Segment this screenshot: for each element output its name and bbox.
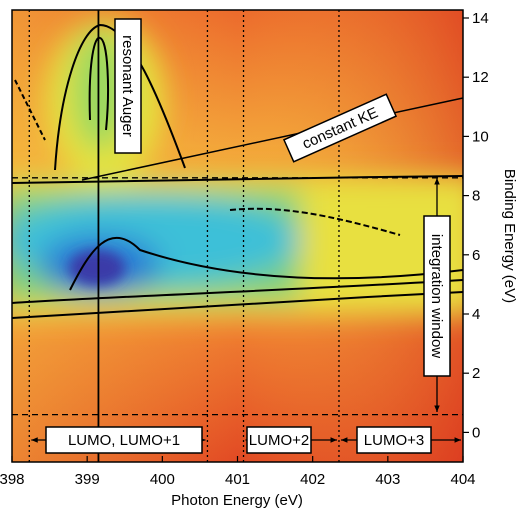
annotation-box <box>423 215 451 377</box>
constant-ke-line <box>81 97 464 181</box>
y-tick-label: 12 <box>472 69 489 86</box>
annotation-text: LUMO, LUMO+1 <box>68 432 180 449</box>
annotation-box <box>282 93 398 163</box>
annotation-text: LUMO+2 <box>249 432 309 449</box>
annotation: LUMO+2 <box>246 426 312 454</box>
annotation: LUMO+3 <box>356 426 432 454</box>
annotation-box <box>45 426 203 454</box>
x-tick-label: 401 <box>225 471 250 488</box>
arrow-head <box>434 405 440 412</box>
y-axis-title: Binding Energy (eV) <box>501 169 518 303</box>
annotation-text: LUMO+3 <box>364 432 424 449</box>
annotation-box <box>356 426 432 454</box>
arrow-head <box>434 178 440 185</box>
y-tick-label: 2 <box>472 365 480 382</box>
y-tick-label: 0 <box>472 424 480 441</box>
annotation-text: integration window <box>428 234 445 358</box>
x-tick-label: 399 <box>75 471 100 488</box>
annotation: LUMO, LUMO+1 <box>45 426 203 454</box>
x-tick-label: 398 <box>0 471 25 488</box>
y-tick-label: 4 <box>472 306 480 323</box>
arrow-head <box>340 437 348 443</box>
y-tick-label: 6 <box>472 247 480 264</box>
annotation-box <box>246 426 312 454</box>
y-tick-label: 14 <box>472 10 489 27</box>
x-tick-label: 404 <box>450 471 475 488</box>
x-axis-title: Photon Energy (eV) <box>171 492 303 509</box>
x-tick-label: 403 <box>375 471 400 488</box>
annotation-box <box>114 18 142 154</box>
annotation-text: resonant Auger <box>119 35 136 137</box>
heatmap <box>12 10 463 462</box>
x-tick-label: 402 <box>300 471 325 488</box>
y-tick-label: 8 <box>472 188 480 205</box>
arrow-head <box>330 437 337 443</box>
arrow-head <box>454 437 461 443</box>
annotation: integration window <box>423 215 451 377</box>
y-tick-label: 10 <box>472 128 489 145</box>
annotation: resonant Auger <box>114 18 142 154</box>
x-tick-label: 400 <box>150 471 175 488</box>
arrow-head <box>31 437 38 443</box>
